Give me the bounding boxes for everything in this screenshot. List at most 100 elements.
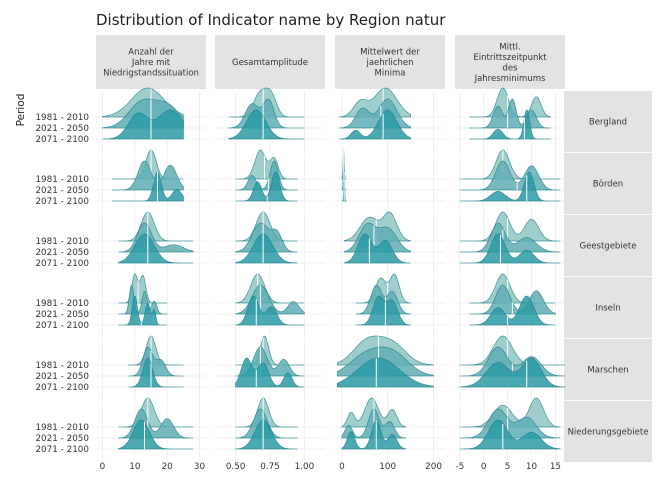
- panel: [215, 149, 325, 214]
- ridge-density: [118, 211, 194, 242]
- x-tick-label: 5: [505, 462, 511, 472]
- ridge-density: [128, 346, 184, 377]
- panel: [335, 211, 445, 276]
- ridge: [459, 211, 561, 242]
- panel: [335, 149, 445, 214]
- ridge-density: [459, 233, 561, 264]
- column-strip-label: Niedrigstandssituation: [103, 69, 199, 79]
- ridge-density: [128, 357, 184, 388]
- row-strip-background: [564, 153, 652, 214]
- panel: [215, 397, 325, 462]
- x-tick-label: 0.50: [226, 462, 246, 472]
- panel: [215, 87, 325, 152]
- x-tick-label: 1.00: [295, 462, 315, 472]
- column-strip-label: Eintrittszeitpunkt: [473, 53, 547, 63]
- row-strips: Bergland Börden Geestgebiete Inseln Marschen…: [564, 91, 652, 462]
- ridge-density: [459, 357, 566, 388]
- panel: [455, 335, 566, 400]
- y-tick-label: 1981 - 2010: [35, 237, 89, 247]
- panel: [96, 335, 206, 400]
- ridge: [459, 233, 561, 264]
- y-tick-label: 2071 - 2100: [35, 197, 89, 207]
- panel: [455, 149, 565, 214]
- column-strip-label: Minima: [375, 69, 406, 79]
- ridge-density: [235, 160, 298, 191]
- x-tick-label: 10: [129, 462, 141, 472]
- x-tick-label: 15: [550, 462, 561, 472]
- x-tick-label: 0: [339, 462, 345, 472]
- ridge-density: [339, 109, 411, 140]
- x-tick-label: 100: [379, 462, 396, 472]
- ridge: [459, 419, 561, 450]
- column-strip: Gesamtamplitude: [215, 35, 325, 89]
- x-tick-label: 0.75: [260, 462, 280, 472]
- row-strip: Bergland: [564, 91, 652, 152]
- ridge-density: [469, 98, 551, 129]
- panel: [455, 273, 565, 338]
- ridge-density: [469, 109, 551, 140]
- x-tick-label: 0: [100, 462, 106, 472]
- ridge-density: [459, 171, 561, 202]
- row-strip-background: [564, 91, 652, 152]
- y-tick-label: 2021 - 2050: [35, 124, 89, 134]
- ridge: [235, 357, 305, 388]
- y-tick-label: 2071 - 2100: [35, 321, 89, 331]
- ridge-density: [469, 295, 556, 326]
- ridge-density: [355, 273, 411, 304]
- y-tick-label: 2021 - 2050: [35, 248, 89, 258]
- x-tick-label: 30: [194, 462, 206, 472]
- ridge: [343, 233, 411, 264]
- column-strip-label: Mittl.: [499, 42, 520, 52]
- panel: [455, 87, 565, 152]
- column-strip-label: Jahre mit: [131, 58, 171, 68]
- row-strip: Geestgebiete: [564, 215, 652, 276]
- ridge-density: [235, 211, 298, 242]
- ridge-density: [459, 160, 561, 191]
- ridge: [235, 171, 298, 202]
- y-tick-label: 1981 - 2010: [35, 175, 89, 185]
- x-tick-label: 200: [425, 462, 442, 472]
- ridge-density: [235, 295, 305, 326]
- ridge-density: [339, 87, 411, 118]
- ridge: [469, 98, 551, 129]
- panel: [96, 149, 206, 214]
- ridge: [341, 171, 347, 202]
- row-strip: Niederungsgebiete: [564, 401, 652, 462]
- panel: [335, 87, 445, 152]
- ridge: [118, 419, 194, 450]
- ridge-density: [459, 335, 565, 366]
- ridge-density: [228, 109, 305, 140]
- ridge: [469, 109, 551, 140]
- ridge: [118, 233, 194, 264]
- ridge: [118, 397, 194, 428]
- x-tick-labels: 0 10 20 30 0.50 0.75 1.00 0 100 200 -5 0 5 10 15: [100, 462, 561, 472]
- row-strip: Inseln: [564, 277, 652, 338]
- x-tick-label: 20: [162, 462, 174, 472]
- panel: [455, 211, 565, 276]
- ridge: [459, 335, 565, 366]
- x-tick-label: 10: [526, 462, 538, 472]
- ridge: [235, 149, 298, 180]
- column-strip-background: [335, 35, 445, 89]
- row-strip: Marschen: [564, 339, 652, 400]
- ridge-density: [459, 149, 561, 180]
- y-tick-label: 1981 - 2010: [35, 423, 89, 433]
- y-tick-label: 2021 - 2050: [35, 434, 89, 444]
- row-strip-background: [564, 215, 652, 276]
- ridge-density: [235, 397, 298, 428]
- ridge: [339, 87, 411, 118]
- y-tick-label: 2071 - 2100: [35, 445, 89, 455]
- ridge-density: [235, 357, 305, 388]
- column-strip-background: [455, 35, 565, 89]
- ridge-density: [112, 160, 184, 191]
- ridge-density: [118, 397, 194, 428]
- column-strip-label: Jahresminimums: [474, 74, 546, 84]
- column-strip: Mittl.EintrittszeitpunktdesJahresminimum…: [455, 35, 565, 89]
- ridge: [235, 160, 298, 191]
- ridge-density: [102, 109, 184, 140]
- row-strip-background: [564, 339, 652, 400]
